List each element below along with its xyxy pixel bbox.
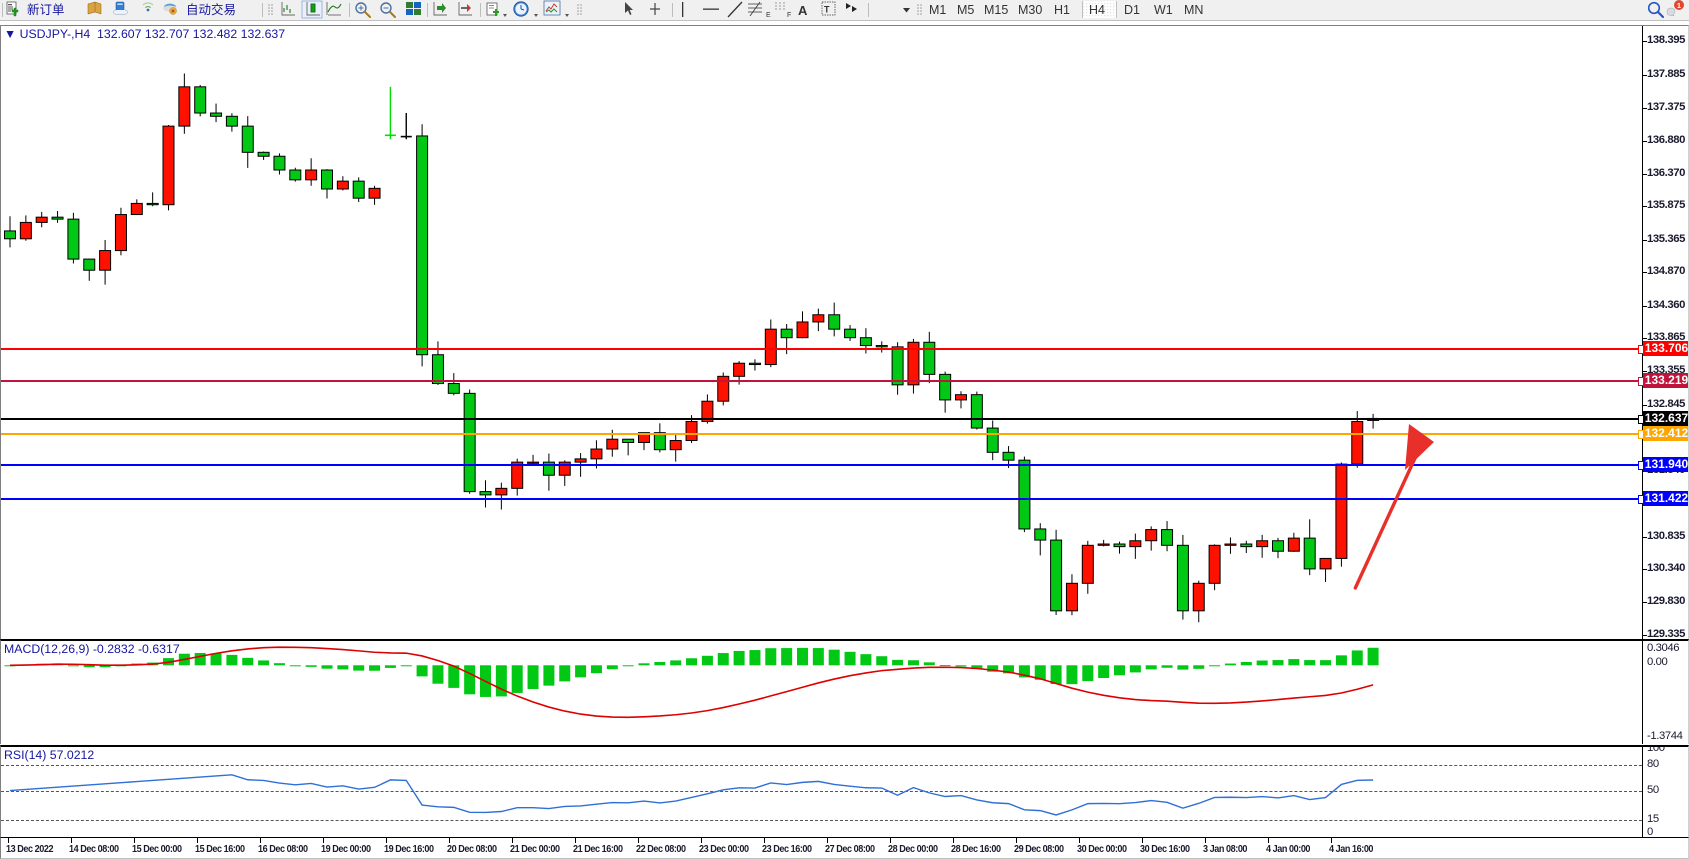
svg-text:H1: H1 bbox=[1054, 3, 1070, 17]
svg-text:MN: MN bbox=[1184, 3, 1203, 17]
svg-text:1: 1 bbox=[1677, 1, 1681, 10]
svg-text:W1: W1 bbox=[1154, 3, 1173, 17]
svg-text:D1: D1 bbox=[1124, 3, 1140, 17]
svg-text:H4: H4 bbox=[1089, 3, 1105, 17]
svg-text:M15: M15 bbox=[984, 3, 1008, 17]
svg-text:M1: M1 bbox=[929, 3, 946, 17]
svg-text:M5: M5 bbox=[957, 3, 974, 17]
svg-text:M30: M30 bbox=[1018, 3, 1042, 17]
